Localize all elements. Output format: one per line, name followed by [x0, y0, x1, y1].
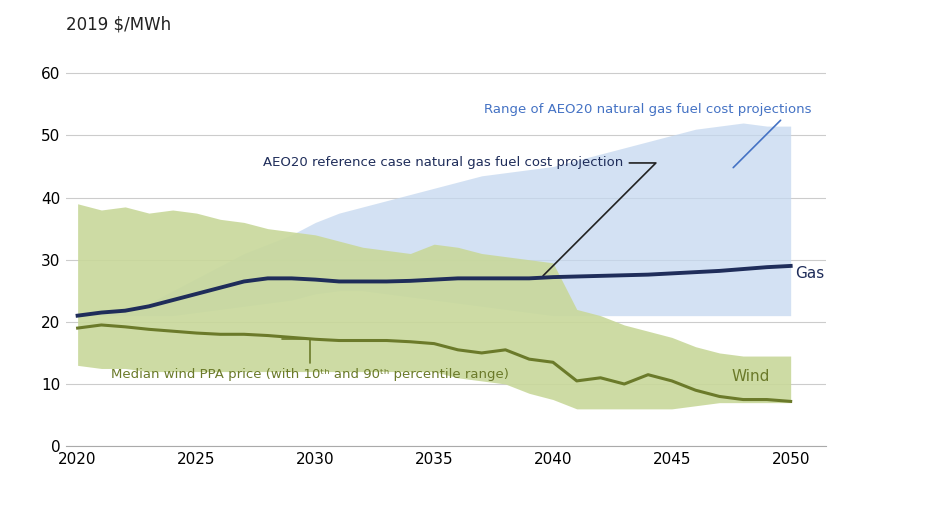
Text: Wind: Wind — [731, 369, 770, 384]
Text: Gas: Gas — [795, 266, 824, 281]
Text: 2019 $/MWh: 2019 $/MWh — [66, 16, 171, 34]
Text: AEO20 reference case natural gas fuel cost projection: AEO20 reference case natural gas fuel co… — [264, 157, 655, 276]
Text: Median wind PPA price (with 10ᵗʰ and 90ᵗʰ percentile range): Median wind PPA price (with 10ᵗʰ and 90ᵗ… — [112, 339, 509, 381]
Text: Range of AEO20 natural gas fuel cost projections: Range of AEO20 natural gas fuel cost pro… — [485, 102, 811, 168]
